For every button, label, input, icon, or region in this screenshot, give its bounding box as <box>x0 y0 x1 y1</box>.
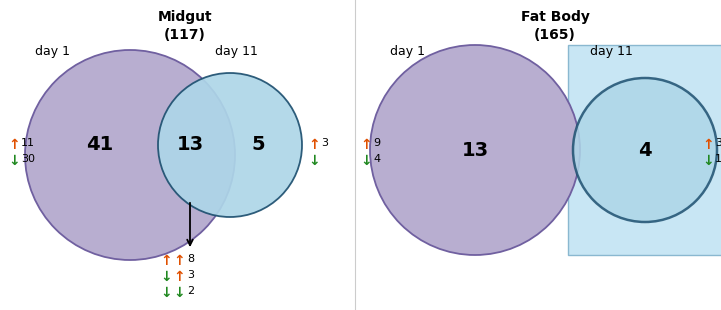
Text: ↑: ↑ <box>360 138 371 152</box>
Text: 8: 8 <box>187 254 194 264</box>
Circle shape <box>25 50 235 260</box>
Text: ↓: ↓ <box>360 154 371 168</box>
Bar <box>568 45 721 255</box>
Text: ↓: ↓ <box>308 154 319 168</box>
Text: 2: 2 <box>187 286 194 296</box>
Text: 3: 3 <box>321 138 328 148</box>
Text: day 1: day 1 <box>390 45 425 58</box>
Text: (117): (117) <box>164 28 206 42</box>
Text: day 11: day 11 <box>215 45 258 58</box>
Text: ↑: ↑ <box>8 138 19 152</box>
Text: day 1: day 1 <box>35 45 70 58</box>
Text: Fat Body: Fat Body <box>521 10 590 24</box>
Text: ↓: ↓ <box>160 286 172 300</box>
Text: (165): (165) <box>534 28 576 42</box>
Text: ↑: ↑ <box>173 254 185 268</box>
Circle shape <box>573 78 717 222</box>
Text: ↑: ↑ <box>173 270 185 284</box>
Text: 5: 5 <box>251 135 265 154</box>
Text: 41: 41 <box>87 135 114 154</box>
Text: ↓: ↓ <box>8 154 19 168</box>
Text: 11: 11 <box>21 138 35 148</box>
Text: 4: 4 <box>373 154 380 164</box>
Text: 1: 1 <box>715 154 721 164</box>
Circle shape <box>158 73 302 217</box>
Text: 30: 30 <box>21 154 35 164</box>
Text: ↑: ↑ <box>308 138 319 152</box>
Text: ↑: ↑ <box>160 254 172 268</box>
Text: 4: 4 <box>638 140 652 160</box>
Text: ↓: ↓ <box>160 270 172 284</box>
Text: ↓: ↓ <box>702 154 714 168</box>
Text: Midgut: Midgut <box>158 10 212 24</box>
Text: ↑: ↑ <box>702 138 714 152</box>
Text: 9: 9 <box>373 138 380 148</box>
Circle shape <box>370 45 580 255</box>
Text: 13: 13 <box>177 135 203 154</box>
Text: 3: 3 <box>187 270 194 280</box>
Text: 3: 3 <box>715 138 721 148</box>
Text: ↓: ↓ <box>173 286 185 300</box>
Text: day 11: day 11 <box>590 45 633 58</box>
Text: 13: 13 <box>461 140 489 160</box>
